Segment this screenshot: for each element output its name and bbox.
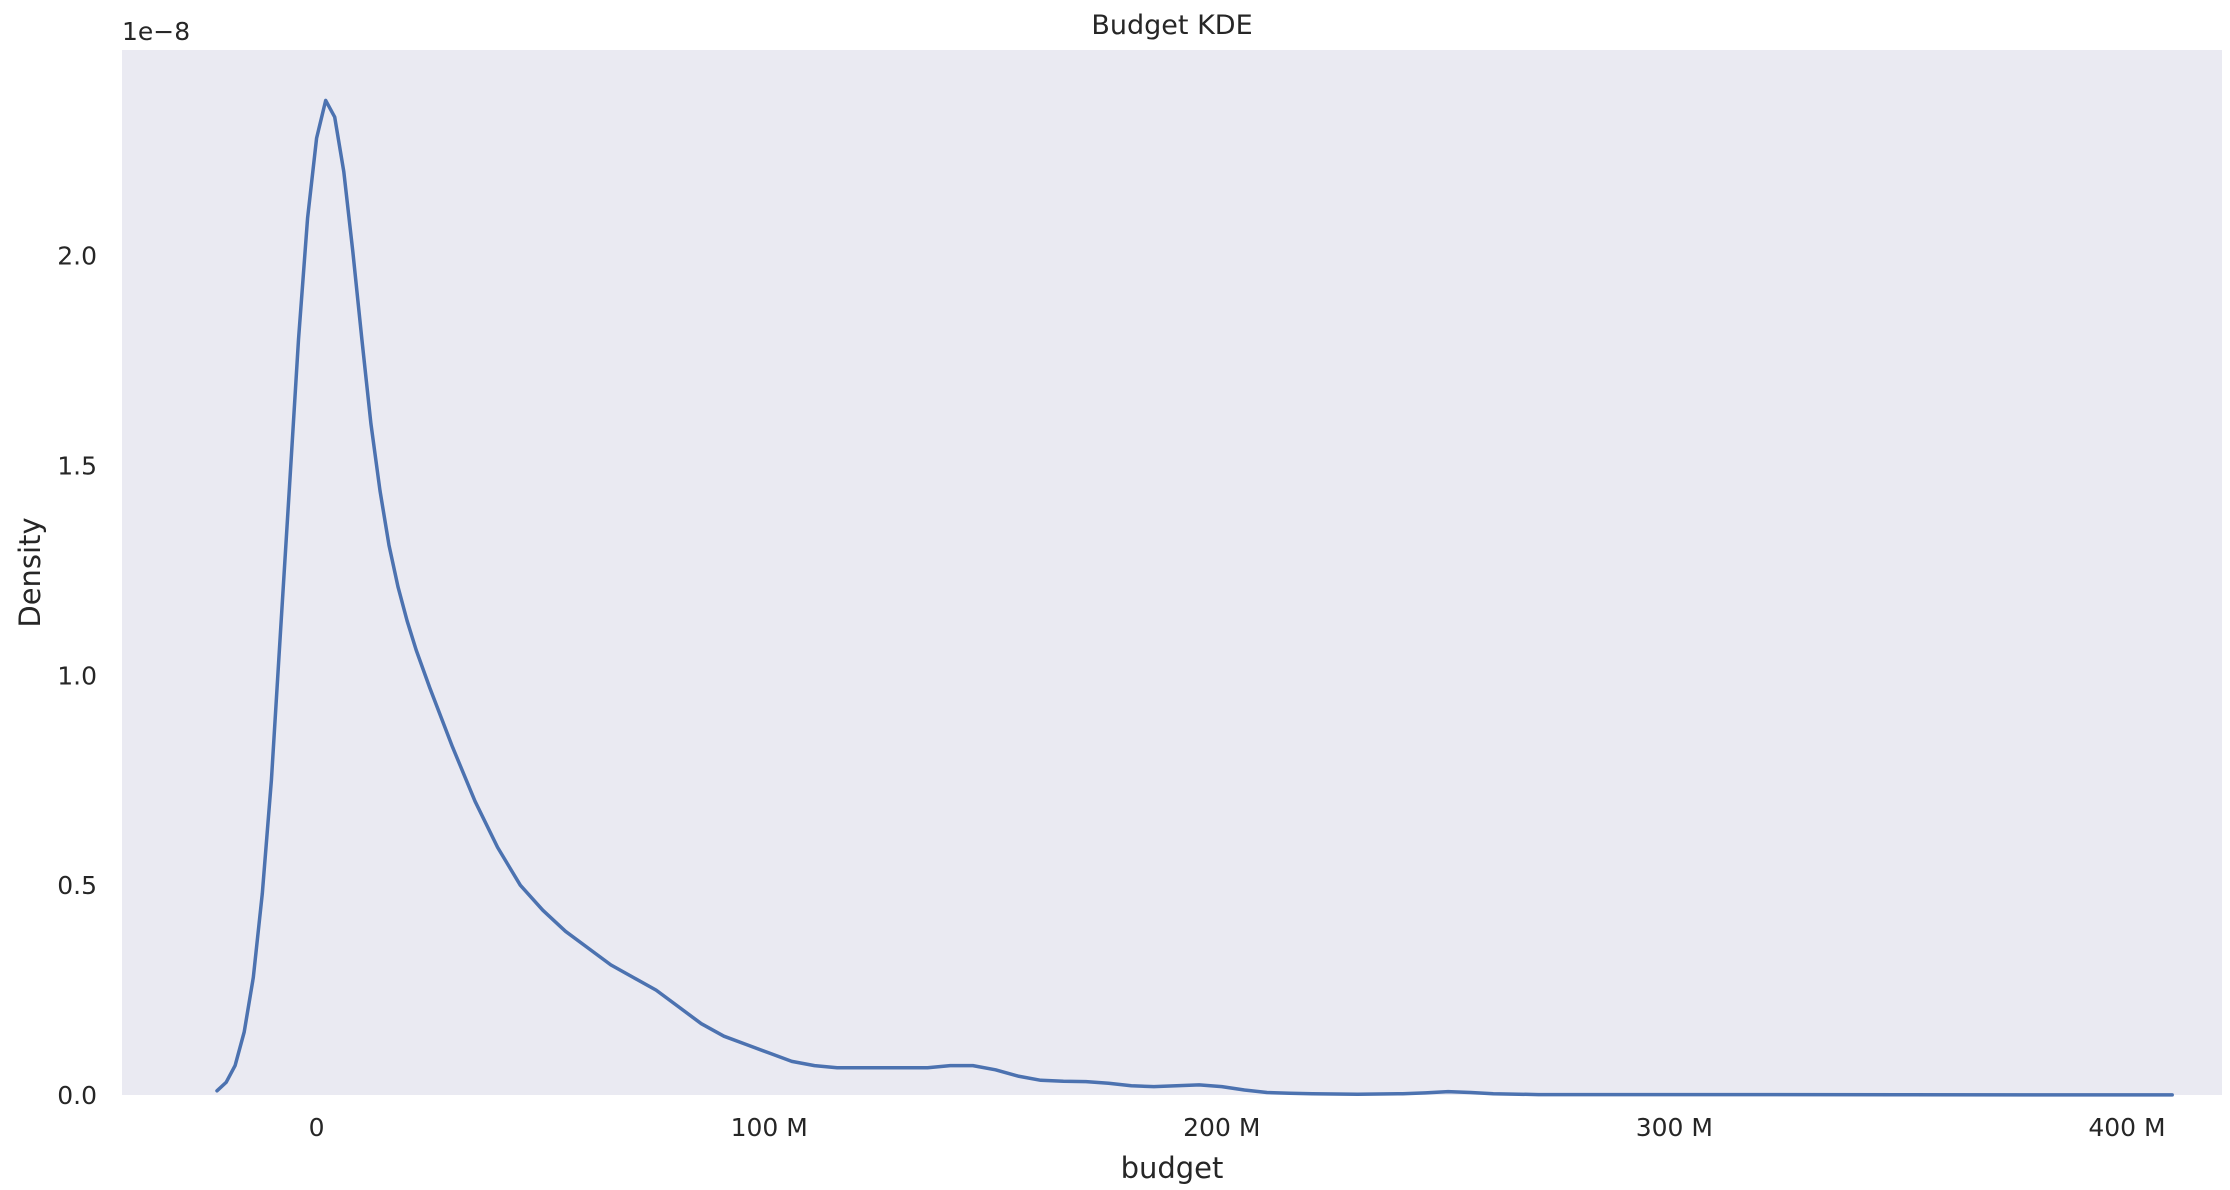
y-tick-label: 1.0 bbox=[57, 661, 97, 690]
y-axis: 0.0 0.5 1.0 1.5 2.0 bbox=[57, 242, 97, 1110]
y-tick-label: 0.0 bbox=[57, 1081, 97, 1110]
chart-title: Budget KDE bbox=[1091, 10, 1252, 41]
x-tick-label: 0 bbox=[309, 1113, 325, 1142]
y-axis-label: Density bbox=[13, 517, 47, 627]
x-tick-label: 300 M bbox=[1636, 1113, 1713, 1142]
plot-area bbox=[122, 50, 2222, 1095]
kde-curve-line bbox=[215, 98, 2174, 1097]
x-axis: 0 100 M 200 M 300 M 400 M bbox=[309, 1113, 2166, 1142]
x-tick-label: 400 M bbox=[2088, 1113, 2165, 1142]
x-axis-label: budget bbox=[1121, 1151, 1224, 1185]
x-tick-label: 200 M bbox=[1183, 1113, 1260, 1142]
y-tick-label: 1.5 bbox=[57, 451, 97, 480]
x-tick-label: 100 M bbox=[731, 1113, 808, 1142]
y-axis-offset-label: 1e−8 bbox=[122, 17, 190, 46]
y-tick-label: 2.0 bbox=[57, 242, 97, 271]
y-tick-label: 0.5 bbox=[57, 871, 97, 900]
